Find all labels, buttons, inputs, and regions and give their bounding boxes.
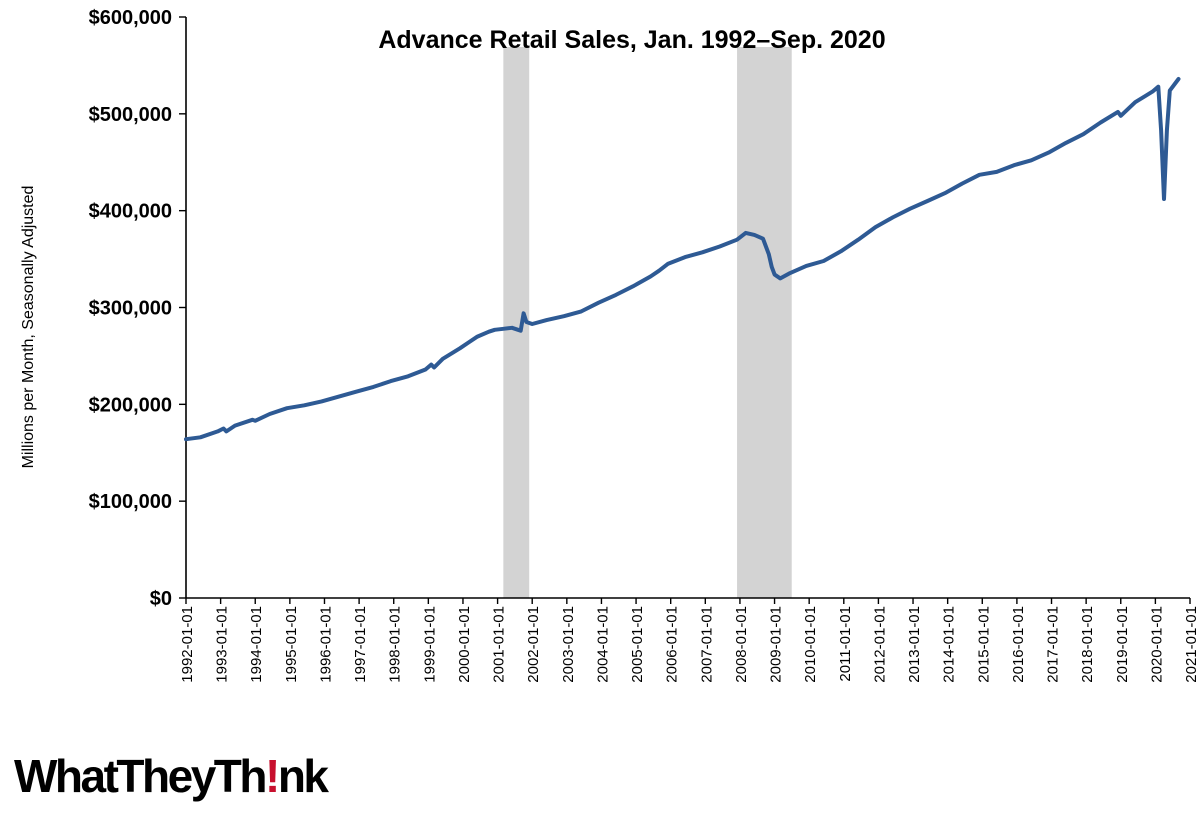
series-layer xyxy=(184,77,1181,442)
x-tick-label: 2019-01-01 xyxy=(1114,606,1131,683)
x-tick-label: 2003-01-01 xyxy=(560,606,577,683)
y-tick-label: $400,000 xyxy=(89,201,172,223)
x-ticks: 1992-01-01 1993-01-01 1994-01-01 1995-01-01… xyxy=(179,598,1200,683)
x-tick-label: 1995-01-01 xyxy=(283,606,300,683)
x-tick-label: 2018-01-01 xyxy=(1079,606,1096,683)
y-tick-label: $100,000 xyxy=(89,491,172,513)
x-tick-label: 2010-01-01 xyxy=(802,606,819,683)
x-tick-label: 2006-01-01 xyxy=(664,606,681,683)
x-tick-label: 1996-01-01 xyxy=(317,606,334,683)
x-tick-label: 1993-01-01 xyxy=(214,606,231,683)
x-tick-label: 1994-01-01 xyxy=(248,606,265,683)
recession-bands xyxy=(503,47,792,598)
y-tick-label: $300,000 xyxy=(89,298,172,320)
x-tick-label: 2007-01-01 xyxy=(698,606,715,683)
svg-text:WhatTheyTh!nk: WhatTheyTh!nk xyxy=(14,750,329,802)
x-tick-label: 2008-01-01 xyxy=(733,606,750,683)
axes xyxy=(185,17,1190,599)
x-tick-label: 1999-01-01 xyxy=(421,606,438,683)
y-tick-label: $500,000 xyxy=(89,104,172,126)
x-tick-label: 2011-01-01 xyxy=(837,606,854,682)
x-tick-label: 2004-01-01 xyxy=(594,606,611,683)
whattheythink-logo: WhatTheyTh!nk xyxy=(14,750,332,802)
y-tick-label: $200,000 xyxy=(89,394,172,416)
y-tick-label: $600,000 xyxy=(89,7,172,29)
x-tick-label: 2020-01-01 xyxy=(1148,606,1165,683)
logo-mark-icon: ! xyxy=(265,750,278,802)
y-tick-label: $0 xyxy=(150,588,172,610)
x-tick-label: 2012-01-01 xyxy=(871,606,888,683)
logo-text-before: WhatTheyTh xyxy=(14,750,265,802)
x-tick-label: 2016-01-01 xyxy=(1010,606,1027,683)
x-tick-label: 2014-01-01 xyxy=(941,606,958,683)
x-tick-label: 2017-01-01 xyxy=(1045,606,1062,683)
x-tick-label: 2013-01-01 xyxy=(906,606,923,683)
x-tick-label: 1992-01-01 xyxy=(179,606,196,683)
x-tick-label: 1997-01-01 xyxy=(352,606,369,683)
logo-text-after: nk xyxy=(278,750,330,802)
x-tick-label: 1998-01-01 xyxy=(387,606,404,683)
x-tick-label: 2001-01-01 xyxy=(491,606,508,683)
recession-band-2 xyxy=(737,47,792,598)
x-tick-label: 2021-01-01 xyxy=(1183,606,1200,683)
x-tick-label: 2015-01-01 xyxy=(975,606,992,683)
x-tick-label: 2009-01-01 xyxy=(768,606,785,683)
series-line-1 xyxy=(184,77,1181,442)
x-tick-label: 2000-01-01 xyxy=(456,606,473,683)
y-axis-label: Millions per Month, Seasonally Adjusted xyxy=(20,186,37,469)
chart: Advance Retail Sales, Jan. 1992–Sep. 202… xyxy=(20,7,1200,683)
y-ticks: $0 $100,000 $200,000 $300,000 $400,000 $500,0… xyxy=(89,7,186,610)
chart-title: Advance Retail Sales, Jan. 1992–Sep. 202… xyxy=(378,26,885,54)
x-tick-label: 2005-01-01 xyxy=(629,606,646,683)
x-tick-label: 2002-01-01 xyxy=(525,606,542,683)
